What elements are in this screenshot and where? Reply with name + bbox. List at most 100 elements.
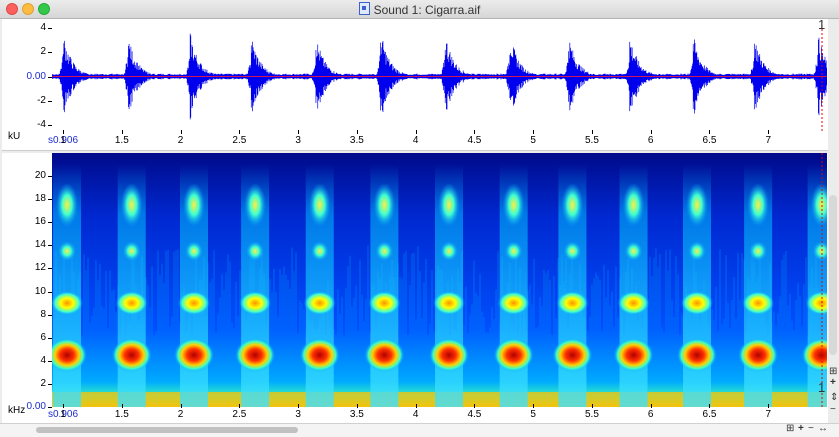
spectrogram-energy-blob (111, 338, 152, 373)
grid-toggle-icon[interactable]: ⊞ (829, 366, 838, 377)
spectrogram-time-tick (768, 404, 770, 408)
spectrogram-energy-blob (182, 182, 205, 227)
spectrogram-time-tick (709, 404, 711, 408)
spectrogram-time-tick (650, 404, 652, 408)
spectrogram-y-tick (48, 199, 52, 201)
spectrogram-y-tick (48, 245, 52, 247)
spectrogram-energy-blob (52, 291, 84, 316)
spectrogram-energy-blob (239, 291, 272, 316)
spectrogram-energy-blob (235, 338, 276, 373)
spectrogram-time-tick-label: 6 (647, 409, 654, 420)
spectrogram-y-tick-label: 20 (34, 170, 46, 182)
spectrogram-energy-blob (561, 182, 584, 227)
waveform-time-tick-label: 2.5 (232, 135, 247, 146)
spectrogram-energy-blob (497, 291, 530, 316)
spectrogram-energy-blob (493, 338, 534, 373)
spectrogram-energy-blob (812, 241, 827, 262)
spectrogram-time-tick-label: 3.5 (349, 409, 364, 420)
spectrogram-energy-blob (556, 291, 589, 316)
spectrogram-energy-blob (303, 291, 336, 316)
zoom-out-vertical-button[interactable]: − (830, 404, 836, 415)
spectrogram-energy-blob (429, 338, 470, 373)
spectrogram-y-tick (48, 176, 52, 178)
spectrogram-energy-blob (177, 291, 210, 316)
waveform-time-tick-label: 4 (412, 135, 419, 146)
waveform-time-tick-label: 3.5 (349, 135, 364, 146)
spectrogram-energy-blob (801, 338, 827, 373)
waveform-time-tick (298, 130, 300, 134)
spectrogram-energy-blob (299, 338, 340, 373)
spectrogram-energy-blob (173, 338, 214, 373)
waveform-time-tick-label: 3 (295, 135, 301, 146)
horizontal-scrollbar[interactable]: ⊞ + − ↔ (0, 423, 839, 437)
spectrogram-energy-blob (613, 338, 654, 373)
waveform-panel[interactable]: 4 2 0.00 -2 -4 kU s0.906 1 1.5 2 2.5 3 3.5 4 4.5 5 5.5… (2, 17, 828, 151)
zoom-button[interactable] (38, 3, 50, 15)
waveform-time-tick-label: 1.5 (114, 135, 129, 146)
zoom-in-horizontal-button[interactable]: + (798, 423, 804, 434)
vertical-scrollbar[interactable] (829, 195, 837, 355)
spectrogram-energy-blob (810, 182, 827, 227)
waveform-time-tick (650, 130, 652, 134)
close-button[interactable] (6, 3, 18, 15)
spectrogram-y-tick (48, 337, 52, 339)
spectrogram-time-tick (356, 404, 358, 408)
spectrogram-start-time-label: s0.906 (48, 409, 79, 420)
fit-horizontal-button[interactable]: ↔ (818, 423, 828, 434)
spectrogram-time-tick (591, 404, 593, 408)
spectrogram-y-tick-label: 0.00 (26, 401, 46, 412)
spectrogram-time-tick-label: 6.5 (702, 409, 717, 420)
waveform-y-tick-label: -2 (37, 94, 46, 106)
fit-vertical-button[interactable]: ⇕ (830, 392, 839, 403)
spectrogram-energy-blob (738, 338, 779, 373)
spectrogram-y-tick (48, 383, 52, 385)
waveform-plot[interactable] (52, 21, 827, 132)
spectrogram-energy-blob (433, 291, 466, 316)
spectrogram-energy-blob (617, 291, 650, 316)
spectrogram-time-tick (474, 404, 476, 408)
spectrogram-energy-blob (502, 182, 525, 227)
spectrogram-energy-blob (115, 291, 148, 316)
spectrogram-energy-blob (52, 338, 88, 373)
waveform-time-tick (591, 130, 593, 134)
spectrogram-energy-blob (686, 182, 709, 227)
waveform-time-tick-label: 1 (60, 135, 66, 146)
spectrogram-y-tick-label: 6 (40, 331, 46, 343)
waveform-start-time-label: s0.906 (48, 135, 79, 146)
spectrogram-panel[interactable]: 20 18 16 14 12 10 8 6 4 2 0.00 kHz s0.906 1 1.5 2 2.5 3… (2, 153, 828, 423)
spectrogram-y-tick-label: 18 (34, 193, 46, 205)
spectrogram-y-tick (48, 291, 52, 293)
spectrogram-energy-blob (56, 182, 79, 227)
spectrogram-y-tick-label: 4 (40, 354, 46, 366)
spectrogram-y-tick-label: 8 (40, 308, 46, 320)
waveform-y-tick-label: -4 (37, 118, 46, 130)
window-title: Sound 1: Cigarra.aif (0, 2, 839, 17)
spectrogram-time-tick-label: 2.5 (232, 409, 247, 420)
grid-toggle-horizontal-icon[interactable]: ⊞ (786, 423, 795, 434)
spectrogram-y-tick-label: 10 (34, 285, 46, 297)
waveform-time-tick (180, 130, 182, 134)
waveform-y-tick (48, 124, 52, 126)
waveform-time-tick-label: 6.5 (702, 135, 717, 146)
window-title-text: Sound 1: Cigarra.aif (373, 3, 481, 17)
waveform-time-tick (239, 130, 241, 134)
spectrogram-plot[interactable] (52, 153, 827, 407)
spectrogram-energy-blob (184, 241, 203, 262)
spectrogram-time-tick (63, 404, 65, 408)
zoom-out-horizontal-button[interactable]: − (808, 423, 814, 434)
spectrogram-time-tick (533, 404, 535, 408)
minimize-button[interactable] (22, 3, 34, 15)
scrollbar-thumb[interactable] (36, 427, 298, 433)
zoom-in-vertical-button[interactable]: + (830, 377, 836, 388)
spectrogram-y-tick-label: 2 (40, 377, 46, 389)
spectrogram-energy-blob (375, 241, 394, 262)
waveform-time-tick (63, 130, 65, 134)
spectrogram-energy-blob (622, 182, 645, 227)
spectrogram-energy-blob (373, 182, 396, 227)
document-icon (358, 2, 370, 15)
waveform-y-tick (48, 52, 52, 54)
spectrogram-unit-label: kHz (8, 405, 26, 416)
spectrogram-time-tick-label: 1 (60, 409, 66, 420)
waveform-channel-marker: 1 (818, 17, 826, 32)
spectrogram-y-tick-label: 16 (34, 216, 46, 228)
